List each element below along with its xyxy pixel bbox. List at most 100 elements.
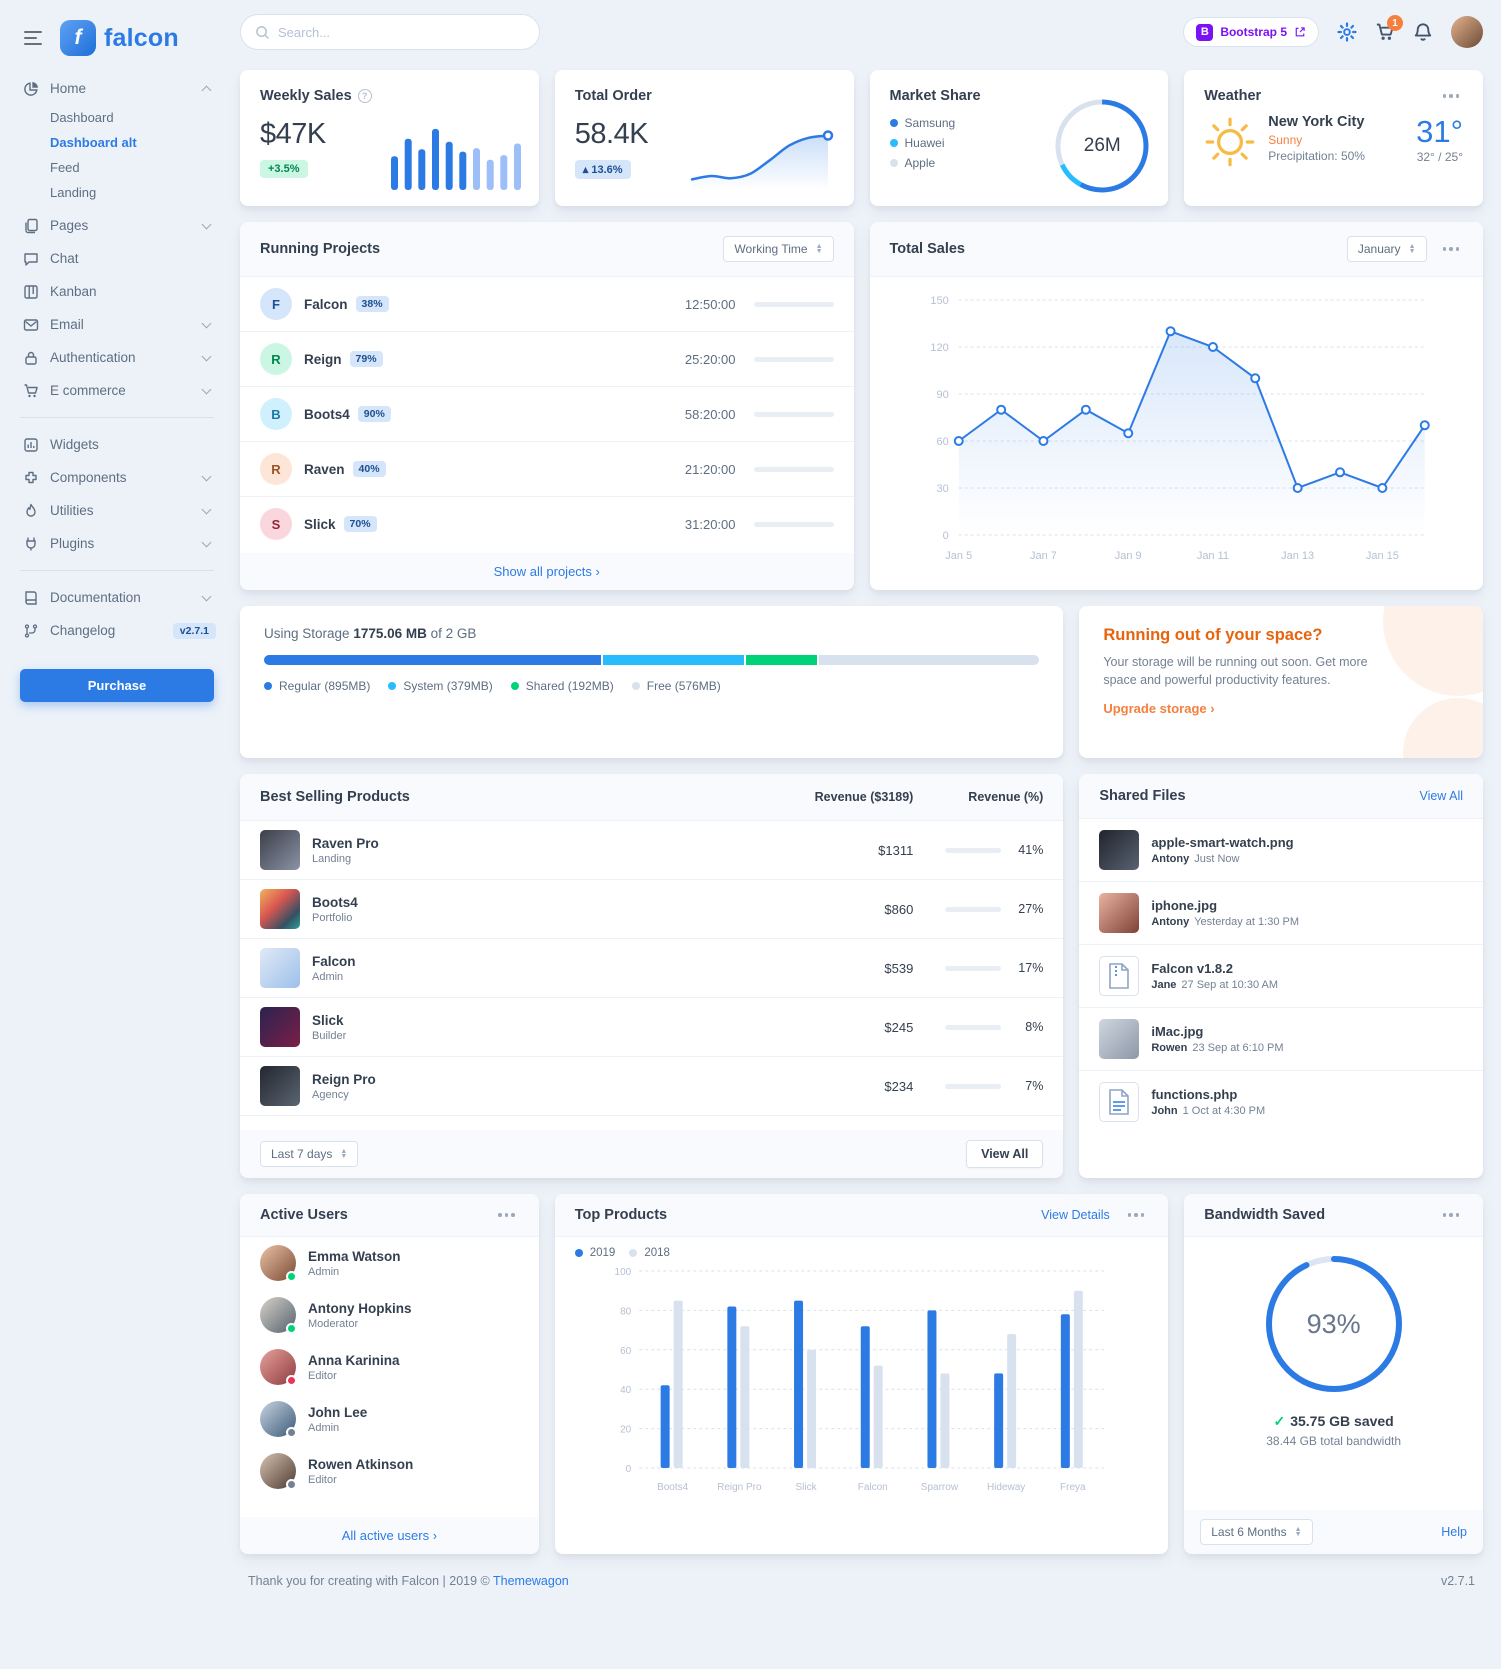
- show-all-projects-link[interactable]: Show all projects ›: [240, 553, 854, 590]
- sidebar-item-ecommerce[interactable]: E commerce: [20, 374, 226, 407]
- project-row[interactable]: S Slick 70% 31:20:00: [240, 497, 854, 551]
- view-all-button[interactable]: View All: [966, 1140, 1044, 1168]
- card-menu-button[interactable]: [1439, 1209, 1464, 1221]
- view-details-link[interactable]: View Details: [1041, 1208, 1110, 1222]
- user-name[interactable]: Anna Karinina: [308, 1352, 400, 1368]
- sidebar-item-email[interactable]: Email: [20, 308, 226, 341]
- product-name[interactable]: Boots4: [312, 894, 358, 910]
- revenue-percent: 7%: [1025, 1079, 1044, 1093]
- product-name[interactable]: Slick: [312, 1012, 344, 1028]
- user-avatar: [260, 1245, 297, 1282]
- file-name[interactable]: Falcon v1.8.2: [1151, 961, 1233, 976]
- sidebar-item-widgets[interactable]: Widgets: [20, 428, 226, 461]
- bandwidth-card: Bandwidth Saved 93% ✓ 35.75 GB saved 38.4…: [1184, 1194, 1483, 1554]
- settings-gear-button[interactable]: [1337, 22, 1357, 42]
- user-row[interactable]: Emma Watson Admin: [240, 1237, 539, 1289]
- product-revenue: $234: [884, 1078, 914, 1094]
- user-name[interactable]: Rowen Atkinson: [308, 1456, 414, 1472]
- sidebar-item-landing[interactable]: Landing: [50, 185, 97, 200]
- product-thumbnail: [260, 830, 300, 870]
- sidebar-item-kanban[interactable]: Kanban: [20, 275, 226, 308]
- weather-condition: Sunny: [1268, 133, 1303, 147]
- bootstrap5-badge-button[interactable]: B Bootstrap 5: [1183, 17, 1319, 47]
- user-row[interactable]: John Lee Admin: [240, 1393, 539, 1445]
- product-row[interactable]: Slick Builder $245 8%: [240, 998, 1064, 1057]
- sidebar-item-changelog[interactable]: Changelog v2.7.1: [20, 614, 226, 647]
- themewagon-link[interactable]: Themewagon: [493, 1574, 569, 1588]
- sidebar-item-documentation[interactable]: Documentation: [20, 581, 226, 614]
- file-row[interactable]: iphone.jpg Antony Yesterday at 1:30 PM: [1079, 882, 1483, 945]
- sidebar-item-authentication[interactable]: Authentication: [20, 341, 226, 374]
- sidebar-item-utilities[interactable]: Utilities: [20, 494, 226, 527]
- user-row[interactable]: Antony Hopkins Moderator: [240, 1289, 539, 1341]
- project-name[interactable]: Raven: [304, 461, 345, 477]
- top-products-card: Top Products View Details 2019 2018 0 20 4…: [554, 1194, 1169, 1554]
- sidebar-item-pages[interactable]: Pages: [20, 209, 226, 242]
- user-name[interactable]: John Lee: [308, 1404, 368, 1420]
- upgrade-storage-link[interactable]: Upgrade storage ›: [1103, 701, 1215, 717]
- sidebar-item-home[interactable]: Home: [20, 72, 226, 105]
- cart-button[interactable]: 1: [1375, 15, 1403, 42]
- project-name[interactable]: Falcon: [304, 296, 348, 312]
- working-time-select[interactable]: Working Time ▲ ▼: [723, 236, 834, 262]
- sidebar-divider: [20, 570, 214, 571]
- product-name[interactable]: Reign Pro: [312, 1071, 376, 1087]
- all-active-users-link[interactable]: All active users ›: [240, 1517, 539, 1554]
- pages-icon: [22, 217, 39, 234]
- card-menu-button[interactable]: [1439, 90, 1464, 102]
- user-avatar[interactable]: [1451, 16, 1483, 48]
- product-row[interactable]: Reign Pro Agency $234 7%: [240, 1057, 1064, 1116]
- last-7-days-select[interactable]: Last 7 days ▲ ▼: [260, 1141, 359, 1167]
- project-row[interactable]: F Falcon 38% 12:50:00: [240, 277, 854, 332]
- card-menu-button[interactable]: [1124, 1209, 1149, 1221]
- month-select[interactable]: January ▲ ▼: [1346, 236, 1427, 262]
- svg-text:100: 100: [614, 1267, 631, 1278]
- sidebar-item-plugins[interactable]: Plugins: [20, 527, 226, 560]
- file-name[interactable]: iphone.jpg: [1151, 898, 1218, 913]
- notifications-bell-button[interactable]: [1413, 22, 1433, 42]
- last-6-months-select[interactable]: Last 6 Months ▲ ▼: [1200, 1519, 1313, 1545]
- file-row[interactable]: apple-smart-watch.png Antony Just Now: [1079, 819, 1483, 882]
- file-row[interactable]: iMac.jpg Rowen 23 Sep at 6:10 PM: [1079, 1008, 1483, 1071]
- svg-text:Reign Pro: Reign Pro: [717, 1482, 762, 1493]
- brand-logo[interactable]: f falcon: [60, 20, 179, 56]
- card-menu-button[interactable]: [494, 1209, 519, 1221]
- purchase-button[interactable]: Purchase: [20, 669, 214, 702]
- file-row[interactable]: Falcon v1.8.2 Jane 27 Sep at 10:30 AM: [1079, 945, 1483, 1008]
- project-row[interactable]: R Raven 40% 21:20:00: [240, 442, 854, 497]
- hamburger-menu-button[interactable]: [20, 27, 46, 49]
- product-row[interactable]: Raven Pro Landing $1311 41%: [240, 821, 1064, 880]
- project-name[interactable]: Reign: [304, 351, 342, 367]
- help-icon[interactable]: ?: [357, 89, 372, 103]
- view-all-link[interactable]: View All: [1419, 789, 1463, 803]
- help-link[interactable]: Help: [1441, 1525, 1467, 1539]
- sidebar-item-dashboard[interactable]: Dashboard: [50, 110, 114, 125]
- product-name[interactable]: Raven Pro: [312, 835, 379, 851]
- cart-count-badge: 1: [1387, 15, 1403, 31]
- chevron-up-icon: [201, 85, 212, 95]
- product-name[interactable]: Falcon: [312, 953, 356, 969]
- card-menu-button[interactable]: [1439, 243, 1464, 255]
- project-row[interactable]: B Boots4 90% 58:20:00: [240, 387, 854, 442]
- user-role: Admin: [308, 1265, 340, 1278]
- user-name[interactable]: Antony Hopkins: [308, 1300, 412, 1316]
- storage-card: Using Storage 1775.06 MB of 2 GB Regular…: [240, 606, 1064, 758]
- project-row[interactable]: R Reign 79% 25:20:00: [240, 332, 854, 387]
- sidebar-item-dashboard-alt[interactable]: Dashboard alt: [50, 135, 137, 150]
- file-name[interactable]: apple-smart-watch.png: [1151, 835, 1294, 850]
- file-name[interactable]: functions.php: [1151, 1087, 1238, 1102]
- project-name[interactable]: Boots4: [304, 406, 350, 422]
- chat-icon: [22, 250, 39, 267]
- sidebar-item-feed[interactable]: Feed: [50, 160, 80, 175]
- file-row[interactable]: functions.php John 1 Oct at 4:30 PM: [1079, 1071, 1483, 1133]
- project-name[interactable]: Slick: [304, 516, 336, 532]
- product-row[interactable]: Boots4 Portfolio $860 27%: [240, 880, 1064, 939]
- search-input[interactable]: [278, 24, 525, 40]
- user-row[interactable]: Rowen Atkinson Editor: [240, 1445, 539, 1497]
- file-name[interactable]: iMac.jpg: [1151, 1024, 1204, 1039]
- sidebar-item-components[interactable]: Components: [20, 461, 226, 494]
- sidebar-item-chat[interactable]: Chat: [20, 242, 226, 275]
- user-row[interactable]: Anna Karinina Editor: [240, 1341, 539, 1393]
- product-row[interactable]: Falcon Admin $539 17%: [240, 939, 1064, 998]
- user-name[interactable]: Emma Watson: [308, 1248, 401, 1264]
